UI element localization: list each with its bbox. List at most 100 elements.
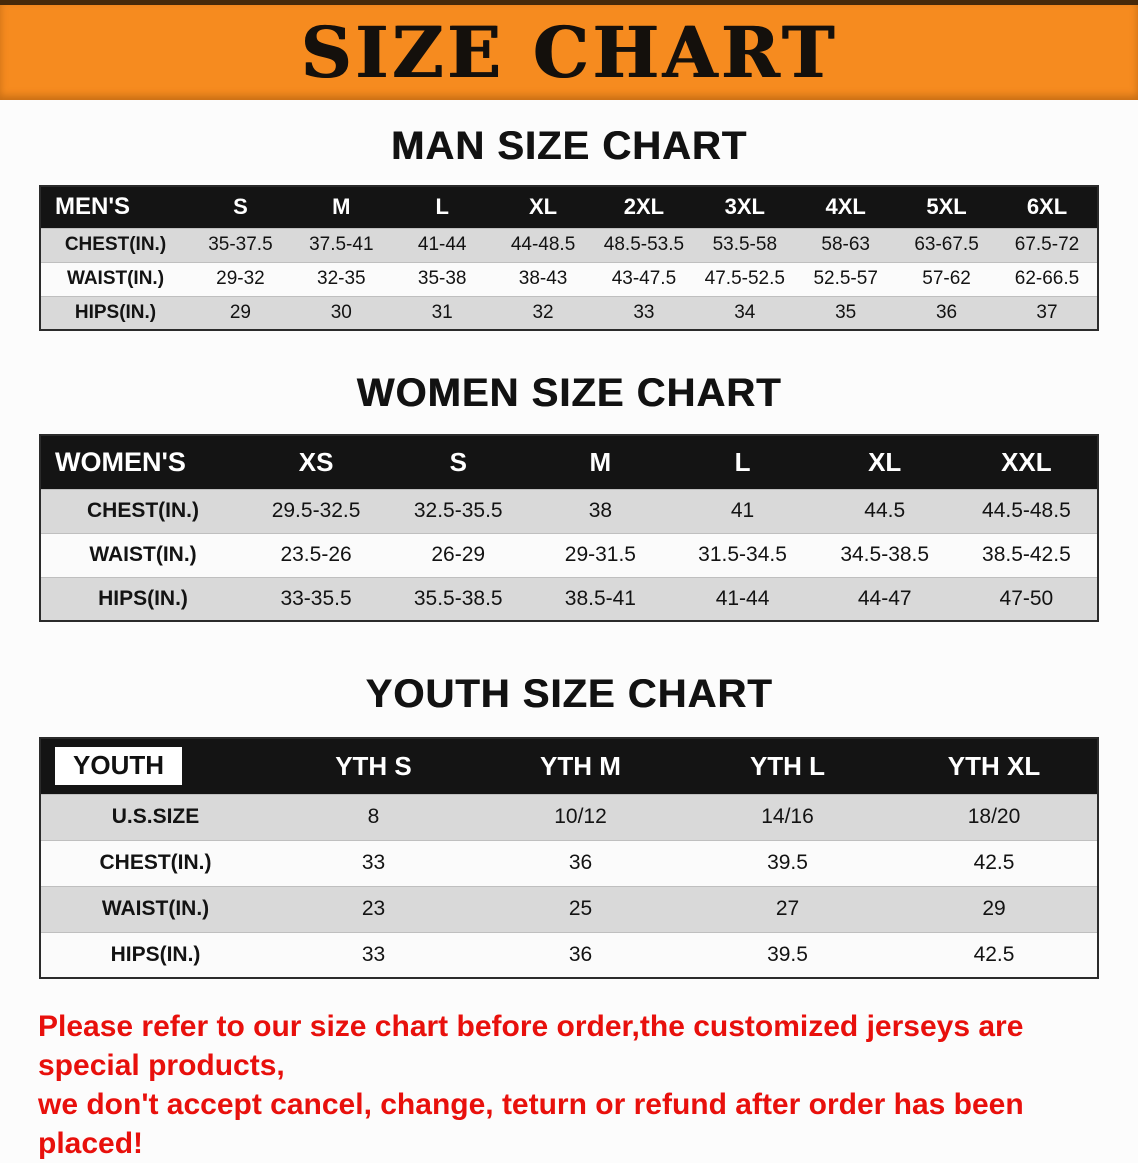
women-size-chart-section: WOMEN SIZE CHART WOMEN'S XS S M L XL XXL CHEST(… <box>0 371 1138 622</box>
size-column-header: S <box>190 186 291 228</box>
size-value-cell: 38.5-42.5 <box>955 532 1098 577</box>
measurement-label: HIPS(IN.) <box>40 576 245 621</box>
measurement-row: WAIST(IN.) 23.5-26 26-29 29-31.5 31.5-34.5 34… <box>40 532 1098 577</box>
size-value-cell: 29-32 <box>190 261 291 296</box>
men-size-table: MEN'S S M L XL 2XL 3XL 4XL 5XL 6XL CHEST(IN.) 35-37… <box>39 185 1099 331</box>
size-column-header: 5XL <box>896 186 997 228</box>
size-value-cell: 25 <box>477 885 684 932</box>
size-column-header: 4XL <box>795 186 897 228</box>
size-column-header: 2XL <box>593 186 695 228</box>
disclaimer-line-2: we don't accept cancel, change, teturn o… <box>38 1088 1024 1160</box>
size-value-cell: 23 <box>270 885 477 932</box>
size-column-header: 3XL <box>694 186 796 228</box>
measurement-row: CHEST(IN.) 35-37.5 37.5-41 41-44 44-48.5 48.5… <box>40 227 1098 262</box>
table-title-label: YOUTH <box>55 747 182 786</box>
size-column-header: YTH S <box>270 738 477 794</box>
measurement-row: HIPS(IN.) 33 36 39.5 42.5 <box>40 931 1098 978</box>
size-column-header: M <box>290 186 392 228</box>
size-value-cell: 31 <box>391 295 493 330</box>
measurement-label: WAIST(IN.) <box>40 532 245 577</box>
size-value-cell: 39.5 <box>684 931 891 978</box>
size-column-header: M <box>529 435 672 489</box>
size-column-header: L <box>391 186 493 228</box>
size-value-cell: 14/16 <box>684 793 891 840</box>
size-value-cell: 35.5-38.5 <box>387 576 530 621</box>
women-section-heading: WOMEN SIZE CHART <box>356 371 782 415</box>
table-title-cell: WOMEN'S <box>40 435 245 489</box>
size-value-cell: 38 <box>529 488 672 533</box>
size-value-cell: 35-38 <box>391 261 493 296</box>
measurement-label: CHEST(IN.) <box>40 488 245 533</box>
size-value-cell: 10/12 <box>477 793 684 840</box>
banner: SIZE CHART <box>0 0 1138 100</box>
size-value-cell: 36 <box>896 295 997 330</box>
size-value-cell: 44-47 <box>813 576 956 621</box>
size-value-cell: 44.5 <box>813 488 956 533</box>
size-column-header: XL <box>813 435 956 489</box>
size-value-cell: 30 <box>290 295 392 330</box>
size-value-cell: 29-31.5 <box>529 532 672 577</box>
size-column-header: 6XL <box>997 186 1098 228</box>
youth-size-chart-section: YOUTH SIZE CHART YOUTH YTH S YTH M YTH L YTH… <box>0 672 1138 979</box>
size-column-header: XS <box>245 435 388 489</box>
size-value-cell: 36 <box>477 839 684 886</box>
size-value-cell: 62-66.5 <box>997 261 1098 296</box>
table-title-cell: MEN'S <box>40 186 190 228</box>
size-value-cell: 67.5-72 <box>997 227 1098 262</box>
size-value-cell: 8 <box>270 793 477 840</box>
measurement-row: WAIST(IN.) 23 25 27 29 <box>40 885 1098 932</box>
size-value-cell: 36 <box>477 931 684 978</box>
size-value-cell: 47-50 <box>955 576 1098 621</box>
size-value-cell: 42.5 <box>891 839 1098 886</box>
page-title: SIZE CHART <box>300 11 838 94</box>
order-disclaimer: Please refer to our size chart before or… <box>38 1007 1100 1163</box>
disclaimer-line-1: Please refer to our size chart before or… <box>38 1010 1024 1082</box>
measurement-label: WAIST(IN.) <box>40 261 190 296</box>
size-value-cell: 58-63 <box>795 227 897 262</box>
size-value-cell: 41-44 <box>671 576 814 621</box>
size-column-header: YTH XL <box>891 738 1098 794</box>
measurement-row: CHEST(IN.) 33 36 39.5 42.5 <box>40 839 1098 886</box>
size-column-header: YTH M <box>477 738 684 794</box>
size-value-cell: 63-67.5 <box>896 227 997 262</box>
size-column-header: XL <box>492 186 594 228</box>
table-header-row: MEN'S S M L XL 2XL 3XL 4XL 5XL 6XL <box>40 186 1098 228</box>
table-title-cell: YOUTH <box>40 738 270 794</box>
measurement-label: U.S.SIZE <box>40 793 270 840</box>
size-value-cell: 18/20 <box>891 793 1098 840</box>
size-value-cell: 26-29 <box>387 532 530 577</box>
size-column-header: S <box>387 435 530 489</box>
table-title-label: MEN'S <box>55 193 131 221</box>
measurement-row: HIPS(IN.) 33-35.5 35.5-38.5 38.5-41 41-44 44-… <box>40 576 1098 621</box>
size-value-cell: 47.5-52.5 <box>694 261 796 296</box>
size-column-header: XXL <box>955 435 1098 489</box>
measurement-row: CHEST(IN.) 29.5-32.5 32.5-35.5 38 41 44.5 44.5… <box>40 488 1098 533</box>
size-value-cell: 44-48.5 <box>492 227 594 262</box>
size-value-cell: 41-44 <box>391 227 493 262</box>
measurement-label: HIPS(IN.) <box>40 295 190 330</box>
men-size-chart-section: MAN SIZE CHART MEN'S S M L XL 2XL 3XL 4XL 5XL 6XL… <box>0 124 1138 331</box>
size-value-cell: 29.5-32.5 <box>245 488 388 533</box>
size-value-cell: 44.5-48.5 <box>955 488 1098 533</box>
table-header-row: YOUTH YTH S YTH M YTH L YTH XL <box>40 738 1098 794</box>
measurement-label: CHEST(IN.) <box>40 227 190 262</box>
size-value-cell: 35 <box>795 295 897 330</box>
measurement-row: U.S.SIZE 8 10/12 14/16 18/20 <box>40 793 1098 840</box>
size-value-cell: 41 <box>671 488 814 533</box>
size-value-cell: 53.5-58 <box>694 227 796 262</box>
size-column-header: L <box>671 435 814 489</box>
size-value-cell: 29 <box>891 885 1098 932</box>
size-value-cell: 33 <box>270 931 477 978</box>
size-value-cell: 31.5-34.5 <box>671 532 814 577</box>
size-value-cell: 48.5-53.5 <box>593 227 695 262</box>
size-value-cell: 52.5-57 <box>795 261 897 296</box>
size-value-cell: 57-62 <box>896 261 997 296</box>
size-value-cell: 32 <box>492 295 594 330</box>
size-value-cell: 33-35.5 <box>245 576 388 621</box>
table-title-label: WOMEN'S <box>55 446 186 477</box>
youth-size-table: YOUTH YTH S YTH M YTH L YTH XL U.S.SIZE 8 10/12… <box>39 737 1099 979</box>
size-value-cell: 29 <box>190 295 291 330</box>
size-value-cell: 27 <box>684 885 891 932</box>
women-size-table: WOMEN'S XS S M L XL XXL CHEST(IN.) 29.5-32.5 32.5… <box>39 434 1099 622</box>
youth-section-heading: YOUTH SIZE CHART <box>365 672 773 716</box>
